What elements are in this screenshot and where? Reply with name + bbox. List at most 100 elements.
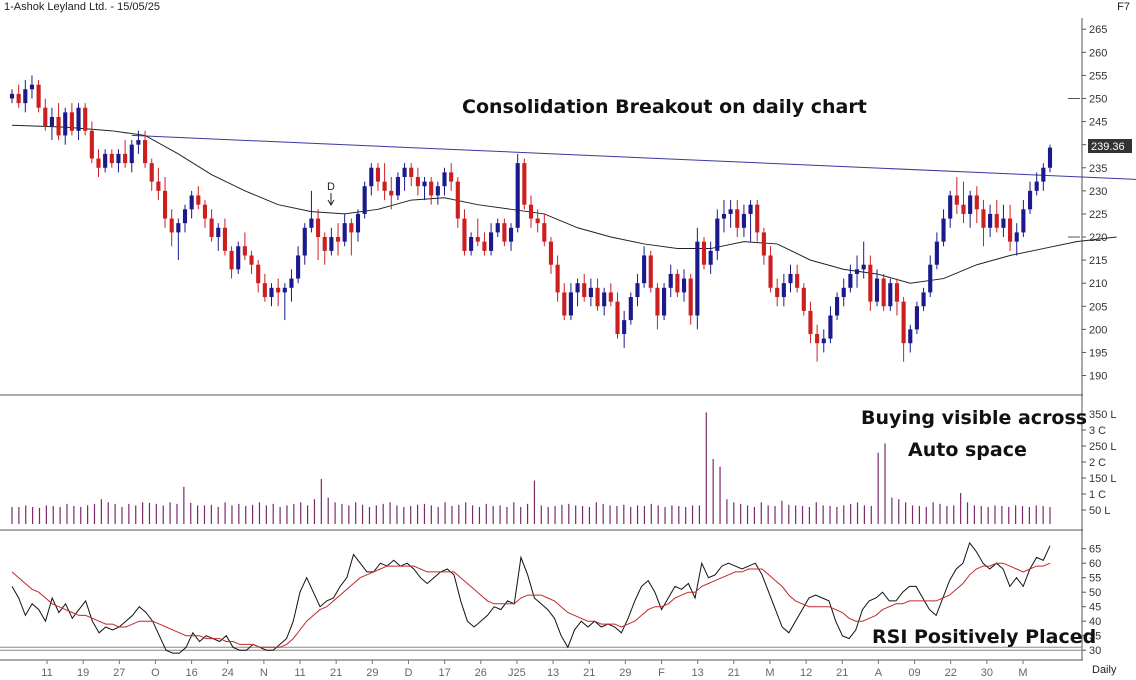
date-tick-label: 11 (41, 667, 52, 679)
candle-body (236, 246, 241, 270)
candle-body (335, 237, 341, 242)
date-tick-label: 26 (475, 667, 487, 679)
rsi-annotation: RSI Positively Placed (872, 626, 1097, 648)
candle-body (542, 223, 547, 242)
candle-body (409, 167, 414, 177)
candle-body (588, 287, 593, 298)
candle-body (675, 273, 680, 293)
rsi-axis: 30 35 40 45 50 55 60 65 (1082, 544, 1101, 657)
rsi-tick-label: 50 (1089, 587, 1101, 599)
candle-body (988, 213, 993, 228)
candle-body (156, 181, 161, 191)
date-tick-label: D (405, 667, 413, 679)
date-tick-label: 21 (583, 667, 595, 679)
candle-body (755, 204, 760, 233)
date-tick-label: O (151, 667, 160, 679)
candle-body (249, 255, 254, 265)
date-tick-label: 16 (185, 667, 197, 679)
candle-body (103, 153, 108, 168)
date-tick-label: 29 (619, 667, 631, 679)
candle-body (83, 107, 88, 131)
volume-tick-label: 1 C (1089, 489, 1106, 501)
price-annotation: Consolidation Breakout on daily chart (462, 96, 867, 118)
candle-body (322, 237, 327, 251)
candle-body (129, 144, 134, 164)
candle-body (914, 306, 919, 330)
rsi-line (11, 541, 1051, 654)
candle-body (302, 227, 307, 256)
candle-body (555, 264, 560, 293)
candle-body (216, 227, 221, 238)
candle-body (489, 232, 494, 251)
candle-body (43, 107, 48, 127)
candle-body (615, 301, 620, 334)
volume-tick-label: 350 L (1089, 409, 1117, 421)
candle-body (256, 264, 261, 284)
candle-body (535, 218, 540, 224)
candle-body (874, 278, 880, 302)
candle-body (941, 218, 946, 242)
date-tick-label: 21 (836, 667, 848, 679)
candle-body (289, 278, 294, 288)
candle-body (854, 269, 860, 274)
candle-body (196, 195, 201, 205)
rsi-tick-label: 30 (1089, 645, 1101, 657)
candle-body (329, 237, 334, 251)
candle-body (502, 223, 507, 242)
candle-body (861, 264, 866, 270)
date-tick-label: 30 (981, 667, 993, 679)
candle-body (342, 223, 347, 242)
last-price-badge: 239.36 (1088, 139, 1132, 153)
candle-body (1041, 167, 1046, 182)
date-tick-label: M (765, 667, 774, 679)
rsi-tick-label: 40 (1089, 616, 1101, 628)
candle-body (728, 209, 733, 214)
volume-annotation-line2: Auto space (908, 439, 1027, 461)
candle-body (582, 283, 587, 298)
candle-body (841, 287, 846, 298)
date-tick-label: 17 (439, 667, 451, 679)
candle-body (868, 264, 873, 302)
last-price-label: 239.36 (1091, 141, 1125, 153)
candle-body (655, 287, 660, 316)
candle-body (768, 255, 773, 288)
candle-body (748, 204, 753, 214)
candle-body (202, 204, 208, 219)
price-tick-label: 265 (1089, 24, 1107, 36)
date-tick-label: 12 (800, 667, 812, 679)
candle-body (229, 250, 234, 270)
price-tick-label: 210 (1089, 278, 1107, 290)
candle-body (961, 204, 966, 214)
candle-body (901, 301, 906, 344)
volume-annotation-line1: Buying visible across (861, 407, 1088, 429)
rsi-tick-label: 60 (1089, 558, 1101, 570)
candle-body (795, 273, 800, 288)
candle-body (475, 237, 480, 242)
candle-body (429, 181, 434, 196)
candle-body (162, 190, 168, 219)
candle-body (921, 292, 926, 307)
candle-body (828, 315, 833, 339)
candle-body (23, 89, 28, 104)
candle-body (63, 112, 68, 136)
price-tick-label: 195 (1089, 347, 1107, 359)
candle-body (435, 186, 440, 196)
price-tick-label: 235 (1089, 163, 1107, 175)
price-tick-label: 245 (1089, 117, 1107, 129)
candle-body (608, 292, 613, 302)
moving-average-layer (11, 124, 1117, 284)
candle-body (954, 195, 959, 205)
candle-body (209, 218, 214, 238)
candle-body (276, 287, 281, 293)
candle-body (9, 93, 15, 99)
candle-body (994, 213, 999, 228)
candle-body (69, 112, 74, 131)
date-tick-label: M (1018, 667, 1027, 679)
candle-body (575, 283, 580, 293)
candle-body (648, 255, 653, 288)
candle-body (382, 181, 387, 191)
candle-body (362, 186, 367, 214)
candle-body (462, 218, 467, 251)
date-tick-label: J25 (508, 667, 526, 679)
